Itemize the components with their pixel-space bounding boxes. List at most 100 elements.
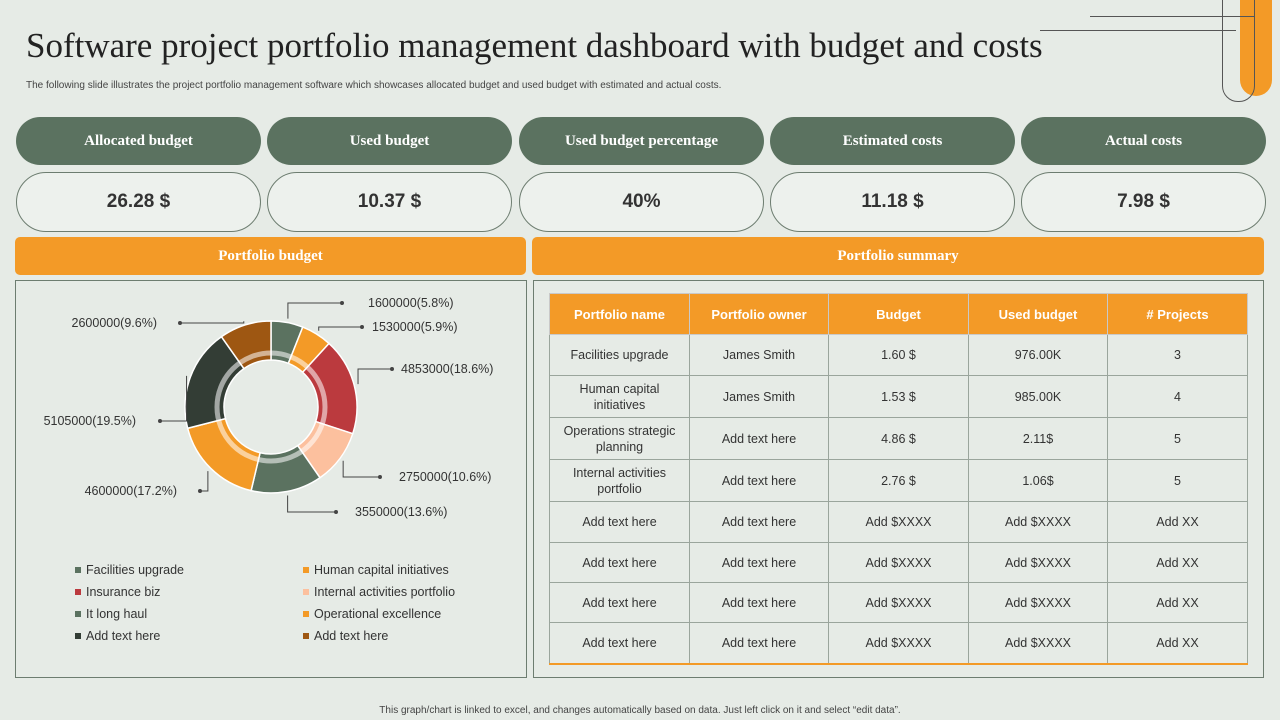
kpi-label-allocated-budget: Allocated budget <box>16 117 261 165</box>
portfolio-budget-header: Portfolio budget <box>15 237 526 275</box>
table-cell: Add $XXXX <box>828 542 969 583</box>
kpi-value-used-budget: 10.37 $ <box>267 172 512 232</box>
column-header-portfolio-owner: Portfolio owner <box>689 293 829 335</box>
table-cell: Add text here <box>689 459 829 502</box>
legend-label: Internal activities portfolio <box>314 585 456 599</box>
legend-swatch <box>75 611 81 617</box>
table-cell: Add text here <box>689 501 829 543</box>
table-cell: 5 <box>1107 459 1248 502</box>
table-row: Add text here Add text here Add $XXXX Ad… <box>549 582 1248 623</box>
table-cell: 976.00K <box>968 334 1108 376</box>
table-row: Human capital initiatives James Smith 1.… <box>549 375 1248 418</box>
kpi-value-used-budget-percentage: 40% <box>519 172 764 232</box>
table-cell: Add text here <box>549 501 690 543</box>
legend-label: Add text here <box>314 629 389 643</box>
leader-line <box>318 326 362 331</box>
corner-line-decoration <box>1040 30 1236 31</box>
table-cell: 4 <box>1107 375 1248 418</box>
kpi-label-used-budget-percentage: Used budget percentage <box>519 117 764 165</box>
legend-label: Human capital initiatives <box>314 563 449 577</box>
data-label: 4600000(17.2%) <box>85 484 177 498</box>
leader-line <box>342 460 380 478</box>
table-cell: 2.11$ <box>968 417 1108 460</box>
donut-inner-ring <box>214 350 328 464</box>
legend-swatch <box>75 633 81 639</box>
table-cell: 1.60 $ <box>828 334 969 376</box>
table-cell: Operations strategic planning <box>549 417 690 460</box>
table-cell: Add text here <box>549 622 690 665</box>
table-row: Add text here Add text here Add $XXXX Ad… <box>549 542 1248 583</box>
leader-line <box>287 495 336 513</box>
leader-dot <box>390 367 394 371</box>
leader-line <box>200 471 209 492</box>
legend-item: Insurance biz <box>75 585 160 599</box>
table-cell: Facilities upgrade <box>549 334 690 376</box>
table-cell: 2.76 $ <box>828 459 969 502</box>
data-label: 3550000(13.6%) <box>355 505 447 519</box>
legend-swatch <box>303 633 309 639</box>
table-cell: Add $XXXX <box>968 582 1108 623</box>
table-cell: 4.86 $ <box>828 417 969 460</box>
table-cell: James Smith <box>689 334 829 376</box>
leader-dot <box>178 321 182 325</box>
footer-note: This graph/chart is linked to excel, and… <box>379 705 901 716</box>
page-subtitle: The following slide illustrates the proj… <box>26 80 722 91</box>
table-cell: Add text here <box>689 622 829 665</box>
table-cell: Add text here <box>689 542 829 583</box>
legend-item: Human capital initiatives <box>303 563 449 577</box>
column-header-used-budget: Used budget <box>968 293 1108 335</box>
table-cell: Add XX <box>1107 582 1248 623</box>
table-cell: Add text here <box>549 582 690 623</box>
portfolio-summary-table: Portfolio name Portfolio owner Budget Us… <box>549 293 1248 665</box>
page-title: Software project portfolio management da… <box>26 26 1043 65</box>
legend-item: Add text here <box>75 629 160 643</box>
legend-swatch <box>303 589 309 595</box>
data-label: 5105000(19.5%) <box>44 414 136 428</box>
leader-line <box>357 368 392 385</box>
legend-item: It long haul <box>75 607 147 621</box>
leader-dot <box>340 301 344 305</box>
table-row: Add text here Add text here Add $XXXX Ad… <box>549 501 1248 543</box>
table-cell: 1.53 $ <box>828 375 969 418</box>
table-cell: Add $XXXX <box>968 501 1108 543</box>
data-label: 1530000(5.9%) <box>372 320 457 334</box>
data-label: 4853000(18.6%) <box>401 362 493 376</box>
corner-loop-decoration <box>1222 0 1255 102</box>
table-cell: Add XX <box>1107 622 1248 665</box>
leader-dot <box>360 325 364 329</box>
legend-label: Facilities upgrade <box>86 563 184 577</box>
legend-label: It long haul <box>86 607 148 621</box>
legend-label: Insurance biz <box>86 585 161 599</box>
column-header-budget: Budget <box>828 293 969 335</box>
table-cell: Add $XXXX <box>828 622 969 665</box>
legend-label: Add text here <box>86 629 161 643</box>
data-label: 1600000(5.8%) <box>368 296 453 310</box>
kpi-value-allocated-budget: 26.28 $ <box>16 172 261 232</box>
leader-dot <box>334 510 338 514</box>
table-row: Facilities upgrade James Smith 1.60 $ 97… <box>549 334 1248 376</box>
table-cell: Add text here <box>689 582 829 623</box>
legend-swatch <box>75 567 81 573</box>
corner-line-decoration <box>1090 16 1254 17</box>
leader-dot <box>158 419 162 423</box>
table-cell: 985.00K <box>968 375 1108 418</box>
table-cell: Add text here <box>549 542 690 583</box>
kpi-label-used-budget: Used budget <box>267 117 512 165</box>
table-row: Add text here Add text here Add $XXXX Ad… <box>549 622 1248 665</box>
table-cell: Add text here <box>689 417 829 460</box>
data-label: 2600000(9.6%) <box>72 316 157 330</box>
table-cell: Human capital initiatives <box>549 375 690 418</box>
portfolio-summary-header: Portfolio summary <box>532 237 1264 275</box>
table-cell: Add XX <box>1107 542 1248 583</box>
column-header-projects: # Projects <box>1107 293 1248 335</box>
leader-dot <box>198 489 202 493</box>
legend-item: Operational excellence <box>303 607 441 621</box>
data-label: 2750000(10.6%) <box>399 470 491 484</box>
table-cell: Add XX <box>1107 501 1248 543</box>
kpi-label-actual-costs: Actual costs <box>1021 117 1266 165</box>
column-header-portfolio-name: Portfolio name <box>549 293 690 335</box>
legend-item: Internal activities portfolio <box>303 585 455 599</box>
legend-swatch <box>303 611 309 617</box>
table-row: Internal activities portfolio Add text h… <box>549 459 1248 502</box>
